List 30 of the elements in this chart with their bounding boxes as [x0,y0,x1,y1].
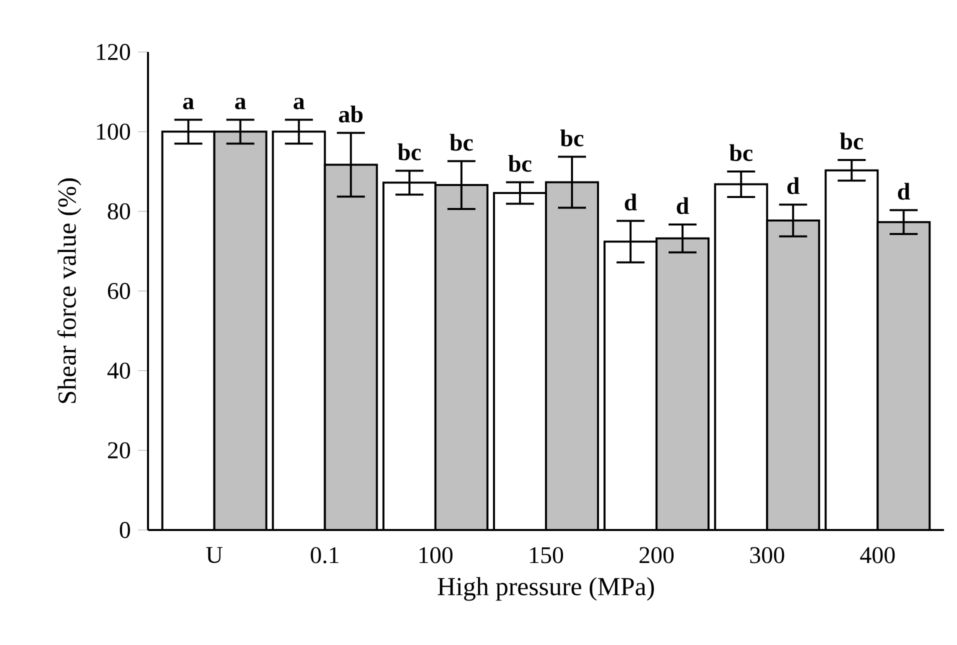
y-tick-label: 60 [108,282,130,300]
y-tick-label: 0 [120,522,130,538]
annotation: d [898,182,910,200]
x-tick-label: 0.1 [310,547,338,564]
y-tick-label: 20 [108,442,130,458]
x-tick-label: 200 [640,547,674,564]
annotation: bc [450,134,473,151]
annotation: a [294,98,305,110]
y-tick-label: 120 [97,44,130,60]
x-tick-label: 100 [420,547,453,564]
annotation: d [676,197,689,214]
x-tick-label: 400 [860,547,895,564]
annotation: bc [840,132,864,150]
annotation: d [624,194,637,210]
y-tick-label: 80 [108,203,130,220]
y-tick-label: 100 [97,124,130,140]
annotation: a [235,98,246,110]
x-axis-title: High pressure (MPa) [438,577,654,601]
x-tick-label: 300 [750,547,784,564]
annotation: bc [508,154,532,172]
annotation: bc [398,143,421,160]
annotation: d [787,177,800,194]
y-axis-title: Shear force value (%) [57,178,82,403]
y-tick-label: 40 [107,362,130,379]
annotation: a [183,98,194,110]
annotation: bc [729,144,752,162]
x-tick-label: 150 [530,547,564,564]
x-tick-label: U [206,547,222,564]
annotation: ab [339,106,363,122]
annotation: bc [560,129,584,146]
